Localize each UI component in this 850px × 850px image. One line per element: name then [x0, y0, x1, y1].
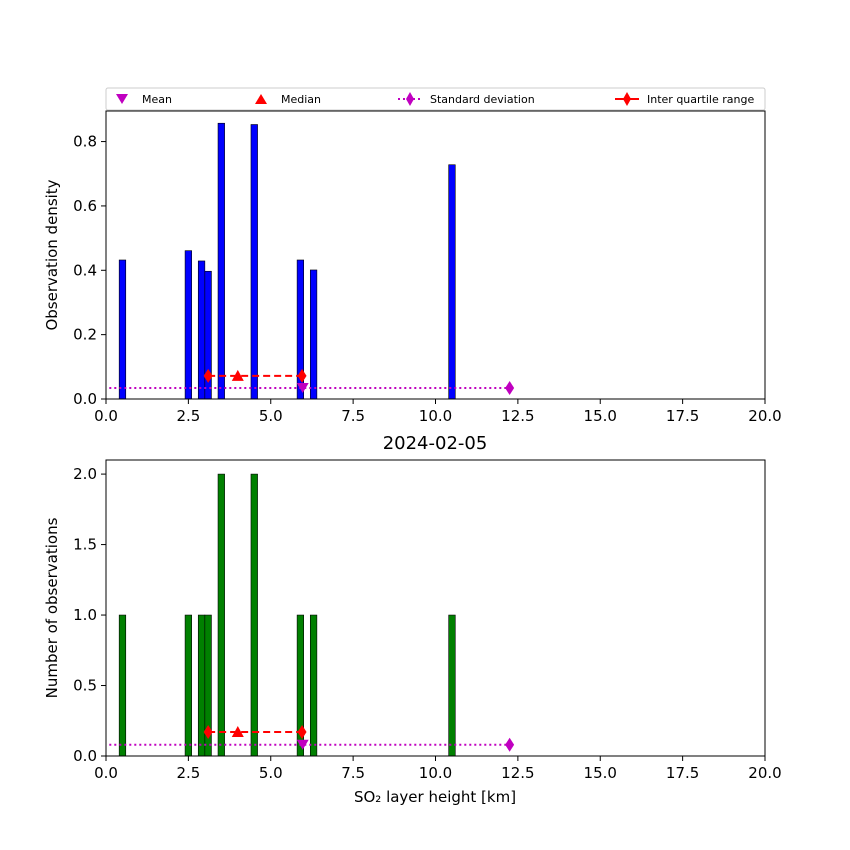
count-x-axis-label: SO₂ layer height [km]	[354, 788, 516, 806]
count-bar	[184, 614, 192, 757]
legend-item-standard-deviation: Standard deviation	[398, 92, 535, 106]
count-bar	[250, 473, 258, 757]
count-iqr-start-diamond	[203, 725, 213, 740]
density-bar	[217, 122, 225, 400]
count-x-tick-label: 0.0	[94, 764, 118, 782]
count-y-tick-label: 1.5	[73, 536, 97, 554]
density-x-tick-label: 17.5	[666, 407, 699, 425]
std-diamond-icon	[406, 92, 414, 106]
density-x-tick-label: 10.0	[419, 407, 452, 425]
count-std-diamond	[505, 737, 515, 752]
count-x-tick-label: 12.5	[501, 764, 534, 782]
legend-item-inter-quartile-range: Inter quartile range	[615, 92, 754, 106]
density-axis-ticks: 0.0 2.5 5.0 7.5 10.0 12.5 15.0 17.5 20.0 0.0 0.2 0.…	[73, 133, 782, 425]
mean-marker-icon	[116, 94, 128, 104]
legend-label-median: Median	[281, 93, 321, 106]
count-x-tick-label: 7.5	[341, 764, 365, 782]
count-y-tick-label: 0.0	[73, 747, 97, 765]
density-x-tick-label: 20.0	[748, 407, 781, 425]
density-y-tick-label: 0.6	[73, 197, 97, 215]
density-y-tick-label: 0.4	[73, 261, 97, 279]
density-bar	[250, 124, 258, 400]
count-y-tick-label: 2.0	[73, 465, 97, 483]
count-x-tick-label: 10.0	[419, 764, 452, 782]
count-y-axis-label: Number of observations	[43, 517, 61, 698]
count-x-tick-label: 15.0	[584, 764, 617, 782]
density-bar	[309, 269, 318, 400]
density-y-tick-label: 0.2	[73, 326, 97, 344]
legend-label-iqr: Inter quartile range	[647, 93, 754, 106]
density-stat-markers	[109, 368, 515, 396]
density-y-axis-label: Observation density	[43, 179, 61, 330]
density-x-tick-label: 7.5	[341, 407, 365, 425]
legend: Mean Median Standard deviation Inter qua…	[105, 87, 766, 111]
count-bar	[309, 614, 318, 757]
legend-label-mean: Mean	[142, 93, 172, 106]
density-bar	[184, 250, 192, 400]
count-bar	[448, 614, 456, 757]
legend-frame	[105, 87, 766, 111]
density-x-tick-label: 2.5	[176, 407, 200, 425]
count-bars	[118, 473, 456, 757]
count-axis-ticks: 0.0 2.5 5.0 7.5 10.0 12.5 15.0 17.5 20.0 0.0 0.5 1.…	[73, 465, 782, 782]
legend-item-mean: Mean	[116, 93, 172, 106]
count-bar	[217, 473, 225, 757]
count-bar	[118, 614, 127, 757]
count-chart-title: 2024-02-05	[383, 433, 488, 454]
count-histogram-panel: 2024-02-05 0.0 2.5 5.0 7.5 10.0 12.5 15.0 17.5 2…	[43, 433, 782, 806]
count-x-tick-label: 5.0	[259, 764, 283, 782]
count-x-tick-label: 2.5	[176, 764, 200, 782]
count-mean-marker	[296, 739, 309, 750]
count-stat-markers	[109, 725, 515, 752]
median-marker-icon	[255, 94, 267, 104]
count-y-tick-label: 1.0	[73, 606, 97, 624]
density-histogram-panel: 0.0 2.5 5.0 7.5 10.0 12.5 15.0 17.5 20.0 0.0 0.2 0.…	[43, 110, 782, 425]
density-median-marker	[231, 369, 244, 381]
density-bar	[197, 260, 206, 400]
density-plot-frame	[105, 110, 766, 400]
density-y-tick-label: 0.0	[73, 390, 97, 408]
density-x-tick-label: 0.0	[94, 407, 118, 425]
density-iqr-end-diamond	[297, 368, 307, 383]
density-x-tick-label: 12.5	[501, 407, 534, 425]
iqr-diamond-icon	[623, 92, 631, 106]
count-median-marker	[231, 726, 244, 738]
density-bar	[118, 259, 127, 400]
legend-item-median: Median	[255, 93, 321, 106]
legend-label-std: Standard deviation	[430, 93, 535, 106]
density-x-tick-label: 15.0	[584, 407, 617, 425]
density-x-tick-label: 5.0	[259, 407, 283, 425]
count-bar	[197, 614, 206, 757]
density-mean-marker	[296, 383, 309, 394]
count-plot-frame	[105, 459, 766, 757]
count-iqr-end-diamond	[297, 725, 307, 740]
density-bar	[448, 164, 456, 400]
density-bars	[118, 122, 456, 400]
density-std-diamond	[505, 381, 515, 396]
density-y-tick-label: 0.8	[73, 133, 97, 151]
count-x-tick-label: 20.0	[748, 764, 781, 782]
count-y-tick-label: 0.5	[73, 677, 97, 695]
density-iqr-start-diamond	[203, 368, 213, 383]
count-x-tick-label: 17.5	[666, 764, 699, 782]
